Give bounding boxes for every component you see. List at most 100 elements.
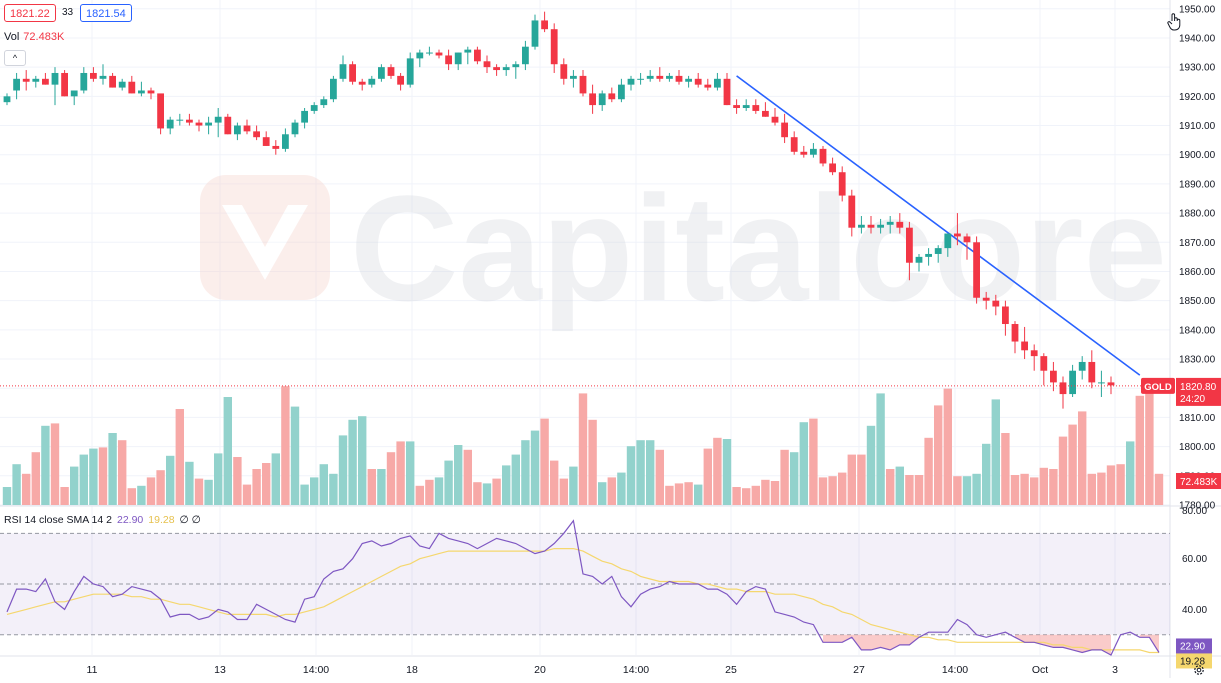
candle bbox=[819, 145, 827, 167]
candle-body bbox=[358, 81, 366, 85]
time-axis[interactable]: 11 13 14:00 18 20 14:00 25 27 14:00 Oct 3 bbox=[87, 664, 1119, 676]
volume-bar bbox=[300, 484, 309, 505]
candle-body bbox=[829, 163, 836, 173]
settings-gear-icon[interactable] bbox=[1193, 664, 1205, 676]
candle-body bbox=[896, 221, 904, 228]
candle bbox=[253, 125, 260, 141]
candle bbox=[70, 90, 78, 106]
candle bbox=[1078, 356, 1086, 380]
candle bbox=[570, 70, 577, 88]
candle-body bbox=[714, 78, 721, 88]
volume-legend: Vol 72.483K bbox=[4, 31, 64, 43]
price-tick-label: 1950.00 bbox=[1179, 4, 1216, 15]
candle-body bbox=[445, 55, 452, 65]
candle-body bbox=[464, 49, 472, 53]
volume-bar bbox=[1020, 473, 1029, 505]
candle bbox=[176, 113, 184, 126]
candle-body bbox=[253, 131, 260, 138]
candle-body bbox=[848, 195, 856, 228]
candle bbox=[109, 72, 116, 88]
trendline[interactable] bbox=[736, 75, 1141, 376]
volume-bar bbox=[434, 477, 444, 505]
candle-body bbox=[550, 29, 558, 65]
candle-body bbox=[349, 64, 356, 82]
candle-body bbox=[1011, 324, 1019, 342]
candle-body bbox=[128, 81, 136, 94]
volume-bar bbox=[991, 399, 1000, 505]
candle bbox=[1011, 321, 1019, 354]
volume-bar bbox=[377, 469, 386, 505]
candle-body bbox=[157, 93, 164, 129]
volume-bar bbox=[473, 482, 482, 505]
candle bbox=[368, 75, 376, 88]
candle-body bbox=[1040, 356, 1048, 371]
volume-bar bbox=[1097, 472, 1106, 505]
collapse-legend-button[interactable]: ^ bbox=[4, 50, 26, 66]
volume-bar bbox=[425, 479, 434, 505]
candle bbox=[579, 70, 587, 97]
bid-chip[interactable]: 1821.22 bbox=[4, 4, 56, 22]
candle bbox=[435, 49, 443, 59]
volume-bar bbox=[559, 478, 568, 505]
candle-body bbox=[531, 20, 539, 47]
candle bbox=[502, 64, 510, 76]
candle bbox=[771, 108, 779, 126]
candle bbox=[810, 143, 817, 158]
volume-bar bbox=[463, 449, 472, 505]
volume-bar bbox=[242, 484, 252, 505]
volume-bar bbox=[953, 476, 962, 505]
candle bbox=[560, 58, 568, 85]
candle-body bbox=[742, 105, 750, 109]
candle-body bbox=[819, 148, 827, 164]
rsi-badge bbox=[1176, 638, 1212, 654]
capitalcore-logo-icon bbox=[200, 175, 330, 300]
candle-body bbox=[1088, 361, 1096, 383]
volume-bar bbox=[492, 478, 501, 505]
volume-bar bbox=[1068, 424, 1077, 505]
candle-body bbox=[51, 72, 59, 85]
candle-body bbox=[992, 300, 1000, 307]
candle bbox=[262, 131, 270, 146]
candle-body bbox=[762, 110, 769, 117]
price-axis[interactable]: 1950.00 1940.00 1930.00 1920.00 1910.00 1900.… bbox=[1179, 4, 1216, 511]
price-badge bbox=[1176, 377, 1221, 406]
candle-body bbox=[733, 105, 740, 109]
candle-body bbox=[790, 137, 798, 152]
candle bbox=[886, 216, 894, 234]
volume-bar bbox=[665, 485, 674, 505]
volume-bar bbox=[838, 472, 847, 505]
watermark: Capitalcore bbox=[200, 164, 1167, 332]
candle bbox=[51, 67, 59, 106]
candle bbox=[358, 78, 366, 91]
candle bbox=[387, 64, 395, 79]
volume-bar bbox=[358, 416, 367, 505]
candle bbox=[42, 72, 49, 85]
volume-bar bbox=[905, 475, 914, 505]
candle-body bbox=[694, 78, 702, 85]
volume-bar bbox=[41, 425, 50, 505]
candle-body bbox=[1021, 341, 1028, 351]
volume-bar bbox=[598, 482, 607, 505]
candle bbox=[90, 67, 97, 82]
candle-body bbox=[598, 93, 606, 106]
candle bbox=[157, 93, 164, 135]
ask-chip[interactable]: 1821.54 bbox=[80, 4, 132, 22]
candle-body bbox=[800, 151, 808, 155]
rsi-legend-label: RSI 14 close SMA 14 2 bbox=[4, 514, 112, 526]
volume-bar bbox=[444, 460, 453, 505]
candle-body bbox=[1002, 306, 1009, 325]
candle bbox=[656, 67, 664, 82]
candle-body bbox=[234, 125, 241, 135]
volume-bar bbox=[2, 487, 12, 505]
candle-body bbox=[368, 78, 376, 85]
volume-legend-label: Vol bbox=[4, 31, 20, 43]
candle bbox=[790, 131, 798, 155]
candle bbox=[282, 128, 289, 152]
candle-body bbox=[858, 224, 865, 228]
time-tick-label: 14:00 bbox=[942, 664, 968, 676]
time-tick-label: 11 bbox=[87, 664, 98, 676]
candle bbox=[877, 218, 884, 234]
